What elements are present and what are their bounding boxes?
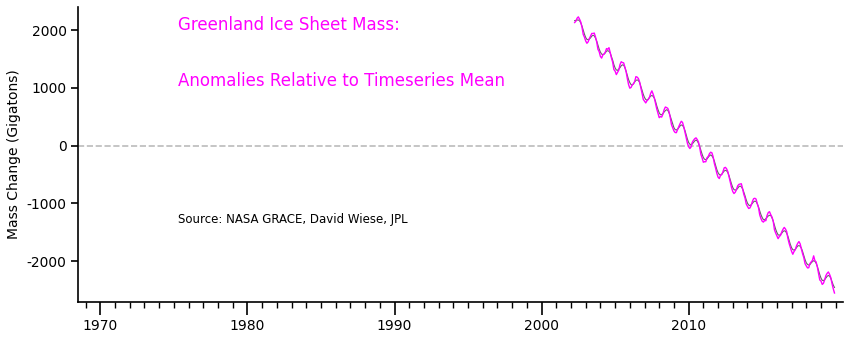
Text: Anomalies Relative to Timeseries Mean: Anomalies Relative to Timeseries Mean: [178, 72, 505, 90]
Text: Greenland Ice Sheet Mass:: Greenland Ice Sheet Mass:: [178, 16, 400, 34]
Y-axis label: Mass Change (Gigatons): Mass Change (Gigatons): [7, 69, 21, 239]
Text: Source: NASA GRACE, David Wiese, JPL: Source: NASA GRACE, David Wiese, JPL: [178, 213, 407, 226]
